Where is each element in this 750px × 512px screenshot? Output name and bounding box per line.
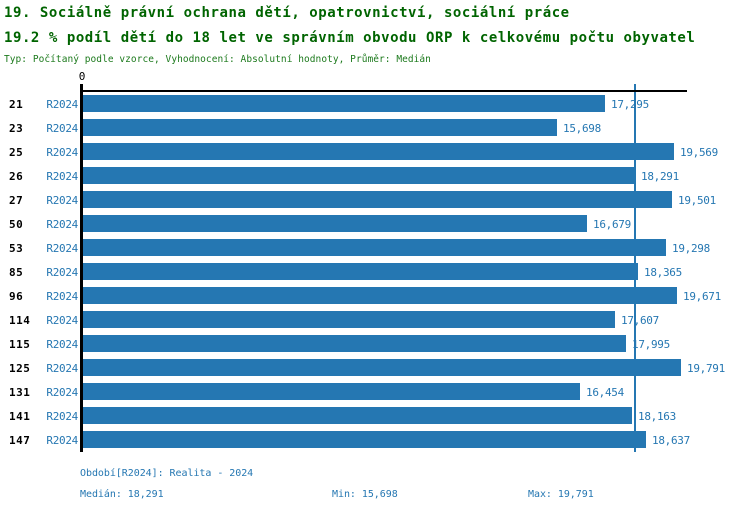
bar [83,263,638,280]
row-series-label: R2024 [46,242,78,255]
row-series-label: R2024 [46,98,78,111]
row-category-label: 53 [9,242,24,255]
footer-min-label: Min: 15,698 [332,489,398,500]
row-series-label: R2024 [46,170,78,183]
row-category-label: 147 [9,434,31,447]
bar [83,311,615,328]
x-axis-line [80,90,687,92]
bar-value-label: 16,679 [593,218,631,231]
row-series-label: R2024 [46,218,78,231]
bar-value-label: 18,163 [638,410,676,423]
row-category-label: 125 [9,362,31,375]
bar [83,407,632,424]
row-series-label: R2024 [46,194,78,207]
row-category-label: 26 [9,170,24,183]
row-category-label: 25 [9,146,24,159]
y-axis-line [80,84,83,452]
row-category-label: 96 [9,290,24,303]
bar-value-label: 19,791 [687,362,725,375]
bar [83,287,677,304]
row-series-label: R2024 [46,362,78,375]
bar-value-label: 19,569 [680,146,718,159]
row-series-label: R2024 [46,290,78,303]
bar-value-label: 19,298 [672,242,710,255]
bar-value-label: 17,607 [621,314,659,327]
row-series-label: R2024 [46,266,78,279]
bar [83,95,605,112]
indicator-subtitle: 19.2 % podíl dětí do 18 let ve správním … [4,30,696,46]
row-category-label: 115 [9,338,31,351]
bar-value-label: 18,365 [644,266,682,279]
bar [83,143,674,160]
bar-value-label: 19,671 [683,290,721,303]
bar [83,431,646,448]
median-line [634,92,636,452]
row-category-label: 114 [9,314,31,327]
bar [83,335,626,352]
row-series-label: R2024 [46,338,78,351]
bar [83,191,672,208]
page-title: 19. Sociálně právní ochrana dětí, opatro… [4,5,570,21]
row-category-label: 131 [9,386,31,399]
row-category-label: 21 [9,98,24,111]
footer-max-label: Max: 19,791 [528,489,594,500]
row-series-label: R2024 [46,410,78,423]
bar [83,383,580,400]
bar [83,239,666,256]
row-series-label: R2024 [46,386,78,399]
row-series-label: R2024 [46,314,78,327]
row-category-label: 85 [9,266,24,279]
row-category-label: 27 [9,194,24,207]
footer-period-label: Období[R2024]: Realita - 2024 [80,468,254,479]
bar [83,215,587,232]
row-series-label: R2024 [46,434,78,447]
indicator-meta: Typ: Počítaný podle vzorce, Vyhodnocení:… [4,54,431,65]
bar-value-label: 17,995 [632,338,670,351]
row-category-label: 50 [9,218,24,231]
bar-value-label: 18,637 [652,434,690,447]
row-category-label: 23 [9,122,24,135]
bar-value-label: 15,698 [563,122,601,135]
median-tick [634,84,636,90]
row-series-label: R2024 [46,122,78,135]
row-series-label: R2024 [46,146,78,159]
bar-value-label: 17,295 [611,98,649,111]
footer-median-label: Medián: 18,291 [80,489,164,500]
bar [83,359,681,376]
x-axis-origin-label: 0 [78,70,86,83]
bar [83,119,557,136]
row-category-label: 141 [9,410,31,423]
bar [83,167,635,184]
bar-value-label: 18,291 [641,170,679,183]
bar-value-label: 19,501 [678,194,716,207]
bar-value-label: 16,454 [586,386,624,399]
